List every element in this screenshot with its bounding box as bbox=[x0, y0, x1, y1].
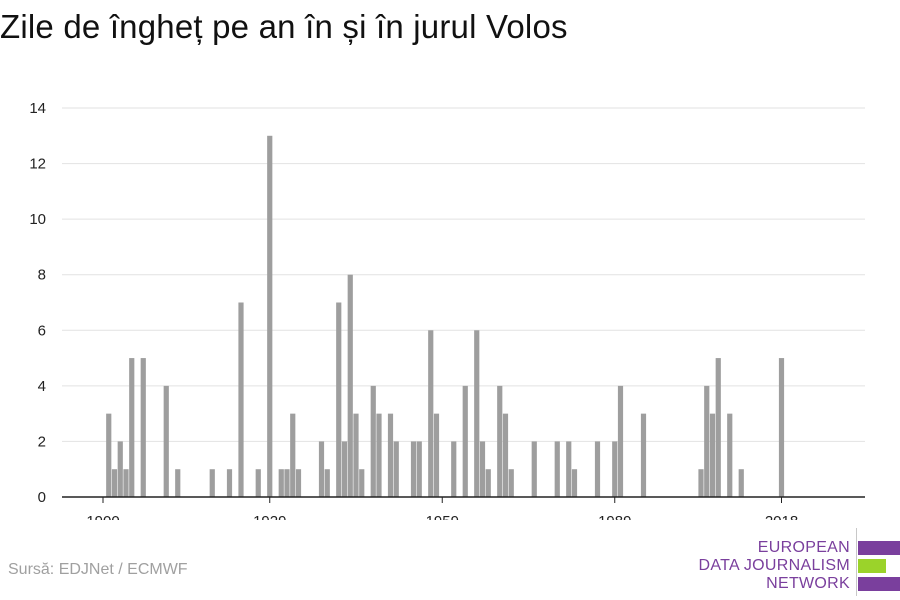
bar bbox=[571, 469, 578, 497]
y-tick-label: 12 bbox=[29, 156, 46, 173]
bar bbox=[255, 469, 261, 497]
bar bbox=[209, 469, 215, 497]
bar bbox=[704, 385, 710, 497]
source-note: Sursă: EDJNet / ECMWF bbox=[8, 561, 188, 578]
bar bbox=[376, 413, 382, 497]
bar bbox=[295, 469, 302, 497]
logo-line-european: EUROPEAN bbox=[757, 539, 850, 556]
x-tick-label: 1959 bbox=[426, 513, 459, 520]
bar bbox=[508, 469, 514, 497]
bar bbox=[175, 469, 181, 497]
bar bbox=[433, 413, 440, 497]
y-tick-label: 2 bbox=[38, 433, 46, 450]
bar bbox=[318, 441, 325, 497]
bar bbox=[226, 469, 233, 497]
x-tick-label: 1900 bbox=[86, 513, 119, 520]
logo-line-data-journalism: DATA JOURNALISM bbox=[698, 557, 850, 574]
bar bbox=[393, 441, 399, 497]
logo-bar-middle bbox=[858, 559, 886, 573]
bar bbox=[341, 441, 348, 497]
bar bbox=[566, 441, 572, 497]
bar bbox=[336, 302, 342, 497]
bar bbox=[428, 330, 434, 497]
bar bbox=[451, 441, 457, 497]
bar bbox=[387, 413, 394, 497]
bar bbox=[284, 469, 290, 497]
bar bbox=[479, 441, 486, 497]
bar bbox=[709, 413, 716, 497]
bar bbox=[140, 358, 146, 497]
y-tick-label: 4 bbox=[38, 378, 46, 395]
bar bbox=[359, 469, 365, 497]
bar bbox=[715, 358, 721, 497]
bar bbox=[485, 469, 491, 497]
bar bbox=[238, 302, 244, 497]
y-tick-label: 6 bbox=[38, 322, 46, 339]
logo-divider bbox=[856, 528, 857, 596]
y-tick-label: 8 bbox=[38, 267, 46, 284]
bar bbox=[347, 274, 353, 497]
bar bbox=[554, 441, 560, 497]
bar bbox=[129, 358, 135, 497]
x-tick-label: 1929 bbox=[253, 513, 286, 520]
y-tick-label: 14 bbox=[29, 100, 46, 117]
bar bbox=[163, 385, 169, 497]
bar bbox=[617, 385, 624, 497]
y-axis: 0 2 4 6 8 10 12 14 bbox=[29, 100, 46, 506]
x-tick-label: 2018 bbox=[765, 513, 798, 520]
bar bbox=[278, 469, 284, 497]
y-tick-label: 0 bbox=[38, 489, 46, 506]
bar bbox=[594, 441, 601, 497]
bar bbox=[416, 441, 422, 497]
bar bbox=[640, 413, 647, 497]
bar bbox=[111, 469, 118, 497]
edjnet-logo: EUROPEAN DATA JOURNALISM NETWORK bbox=[698, 528, 900, 596]
bar bbox=[738, 469, 744, 497]
bar bbox=[324, 469, 330, 497]
bar bbox=[106, 413, 112, 497]
bar-chart: 1900 1929 1959 1989 2018 0 2 4 6 8 10 12 14 bbox=[29, 100, 865, 520]
bar bbox=[612, 441, 618, 497]
gridlines bbox=[62, 107, 865, 442]
bar bbox=[123, 469, 129, 497]
x-axis: 1900 1929 1959 1989 2018 bbox=[62, 496, 865, 520]
bar bbox=[502, 413, 509, 497]
bar bbox=[727, 413, 733, 497]
bar bbox=[497, 385, 503, 497]
bar bbox=[267, 135, 273, 498]
bar bbox=[290, 413, 296, 497]
bar bbox=[462, 385, 468, 497]
chart-title: Zile de îngheț pe an în și în jurul Volo… bbox=[0, 8, 568, 45]
bar bbox=[353, 413, 359, 497]
bar bbox=[778, 358, 785, 497]
bar bbox=[370, 385, 376, 497]
bar bbox=[531, 441, 537, 497]
x-tick-label: 1989 bbox=[598, 513, 631, 520]
y-tick-label: 10 bbox=[29, 211, 46, 228]
bar bbox=[474, 330, 480, 497]
bar-series bbox=[106, 135, 785, 498]
bar bbox=[117, 441, 123, 497]
logo-bar-top bbox=[858, 541, 900, 555]
logo-bar-bottom bbox=[858, 577, 900, 591]
bar bbox=[698, 469, 704, 497]
bar bbox=[410, 441, 417, 497]
logo-line-network: NETWORK bbox=[766, 575, 850, 592]
